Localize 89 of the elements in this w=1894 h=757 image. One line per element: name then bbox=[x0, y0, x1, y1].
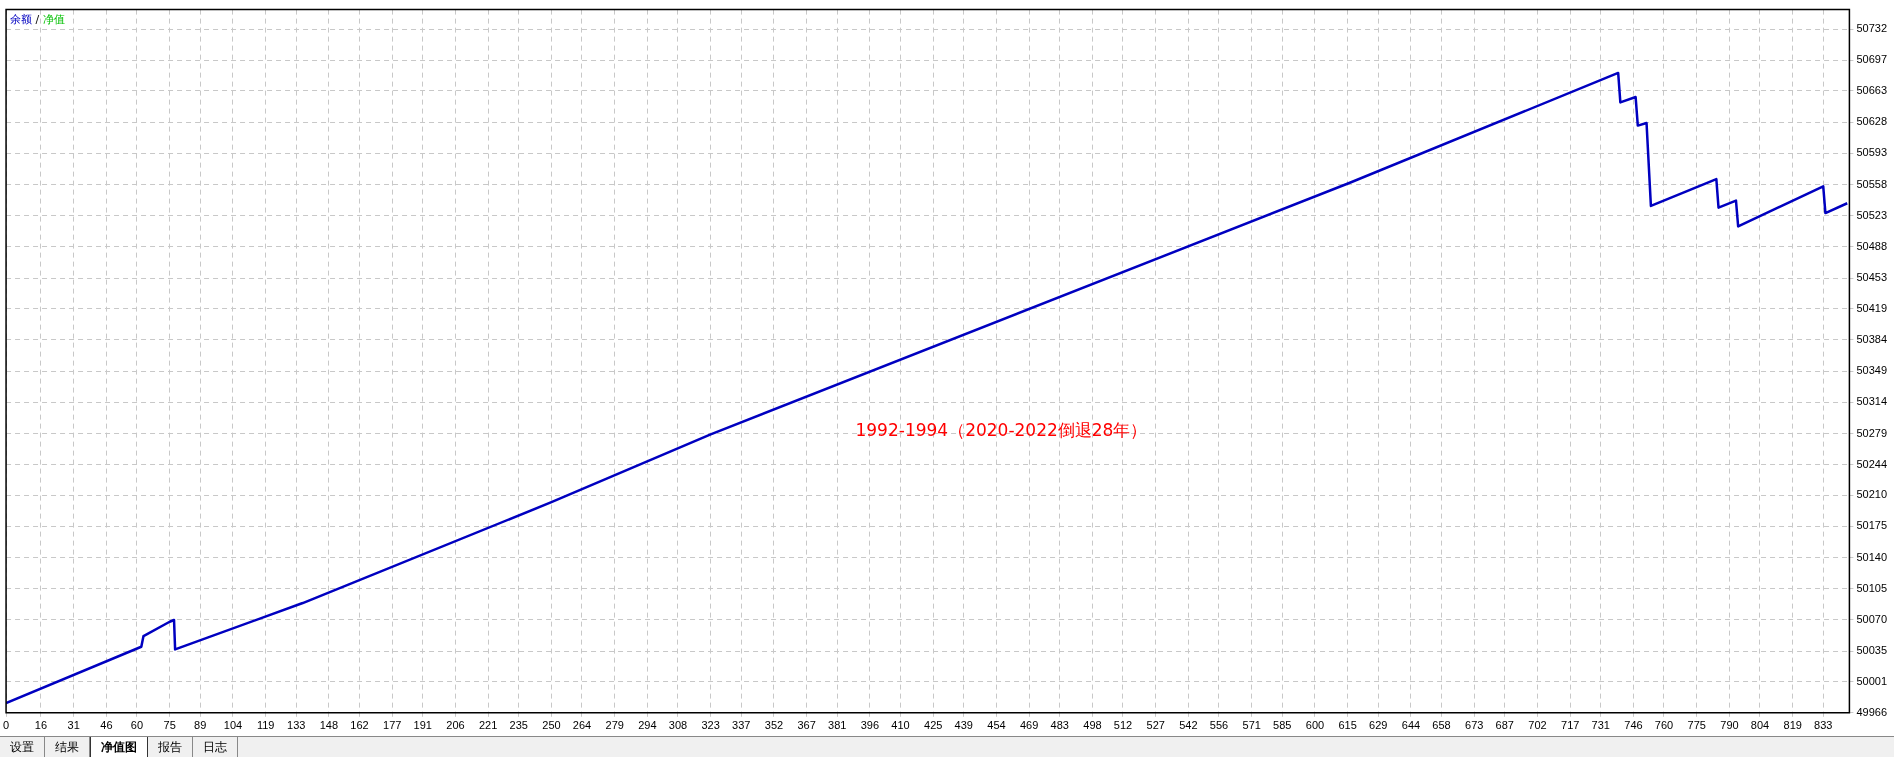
x-tick-label: 702 bbox=[1528, 719, 1547, 732]
x-tick-label: 104 bbox=[223, 719, 243, 732]
x-tick-label: 337 bbox=[732, 719, 751, 732]
x-tick-label: 542 bbox=[1179, 719, 1198, 732]
x-tick-label: 717 bbox=[1561, 719, 1580, 732]
x-tick-label: 644 bbox=[1401, 719, 1421, 732]
x-tick-label: 673 bbox=[1465, 719, 1484, 732]
y-tick-label: 50070 bbox=[1856, 613, 1888, 626]
y-tick-label: 49966 bbox=[1856, 705, 1888, 718]
x-tick-label: 148 bbox=[319, 719, 339, 732]
y-tick-label: 50732 bbox=[1856, 22, 1888, 35]
x-tick-label: 294 bbox=[638, 719, 657, 732]
x-tick-label: 308 bbox=[668, 719, 688, 732]
text: 日志 bbox=[193, 737, 238, 757]
x-tick-label: 658 bbox=[1432, 719, 1451, 732]
x-tick-label: 819 bbox=[1783, 719, 1802, 732]
x-tick-label: 410 bbox=[891, 719, 910, 732]
x-tick-label: 498 bbox=[1083, 719, 1102, 732]
y-tick-label: 50558 bbox=[1856, 177, 1888, 190]
x-tick-label: 833 bbox=[1814, 719, 1833, 732]
x-tick-label: 367 bbox=[797, 719, 816, 732]
x-tick-label: 381 bbox=[828, 719, 847, 732]
x-tick-label: 75 bbox=[163, 719, 176, 732]
y-tick-label: 50523 bbox=[1856, 208, 1888, 221]
y-tick-label: 50593 bbox=[1856, 146, 1888, 159]
x-tick-label: 571 bbox=[1242, 719, 1261, 732]
x-tick-label: 279 bbox=[605, 719, 624, 732]
annotation: 1992-1994（2020-2022倒退28年） bbox=[855, 419, 1148, 440]
y-tick-label: 50453 bbox=[1856, 271, 1888, 284]
y-tick-label: 50488 bbox=[1856, 240, 1888, 253]
legend-title: / bbox=[32, 12, 43, 26]
x-tick-label: 0 bbox=[3, 719, 10, 732]
y-tick-label: 50349 bbox=[1856, 364, 1888, 377]
x-tick-label: 221 bbox=[478, 719, 498, 732]
x-tick-label: 31 bbox=[67, 719, 80, 732]
y-tick-label: 50663 bbox=[1856, 83, 1888, 96]
text: 报告 bbox=[148, 737, 193, 757]
x-tick-label: 323 bbox=[701, 719, 720, 732]
x-tick-label: 512 bbox=[1113, 719, 1133, 732]
x-tick-label: 600 bbox=[1305, 719, 1325, 732]
x-tick-label: 585 bbox=[1273, 719, 1292, 732]
x-tick-label: 760 bbox=[1654, 719, 1674, 732]
y-tick-label: 50175 bbox=[1856, 519, 1888, 532]
x-tick-label: 119 bbox=[256, 719, 275, 732]
x-tick-label: 396 bbox=[860, 719, 880, 732]
x-tick-label: 469 bbox=[1019, 719, 1039, 732]
y-tick-label: 50419 bbox=[1856, 301, 1888, 314]
y-tick-label: 50244 bbox=[1856, 457, 1888, 470]
x-tick-label: 527 bbox=[1146, 719, 1165, 732]
text: 余额 bbox=[10, 12, 33, 26]
x-tick-label: 133 bbox=[287, 719, 306, 732]
y-tick-label: 50628 bbox=[1856, 115, 1888, 128]
x-tick-label: 731 bbox=[1591, 719, 1610, 732]
x-tick-label: 556 bbox=[1209, 719, 1229, 732]
text: 设置 bbox=[0, 737, 45, 757]
x-tick-label: 191 bbox=[413, 719, 432, 732]
x-tick-label: 746 bbox=[1624, 719, 1643, 732]
legend-label: 净值 bbox=[42, 12, 65, 26]
x-tick-label: 483 bbox=[1050, 719, 1069, 732]
y-tick-label: 50279 bbox=[1856, 426, 1888, 439]
y-tick-label: 50384 bbox=[1856, 332, 1888, 345]
y-tick-label: 50105 bbox=[1856, 581, 1888, 594]
y-tick-label: 50001 bbox=[1856, 674, 1888, 687]
y-tick-label: 50697 bbox=[1856, 53, 1888, 66]
x-tick-label: 206 bbox=[446, 719, 465, 732]
x-tick-label: 177 bbox=[383, 719, 402, 732]
y-tick-label: 50314 bbox=[1856, 395, 1888, 408]
y-tick-label: 50210 bbox=[1856, 488, 1888, 501]
x-tick-label: 60 bbox=[130, 719, 144, 732]
x-tick-label: 439 bbox=[954, 719, 973, 732]
x-tick-label: 46 bbox=[100, 719, 113, 732]
y-tick-label: 50035 bbox=[1856, 644, 1888, 657]
x-tick-label: 264 bbox=[572, 719, 592, 732]
text: 结果 bbox=[45, 737, 90, 757]
x-tick-label: 425 bbox=[924, 719, 943, 732]
x-tick-label: 629 bbox=[1369, 719, 1388, 732]
x-tick-label: 250 bbox=[542, 719, 561, 732]
x-tick-label: 790 bbox=[1720, 719, 1739, 732]
x-tick-label: 804 bbox=[1750, 719, 1770, 732]
x-tick-label: 687 bbox=[1495, 719, 1514, 732]
x-tick-label: 775 bbox=[1687, 719, 1706, 732]
x-tick-label: 615 bbox=[1338, 719, 1357, 732]
x-tick-label: 162 bbox=[350, 719, 369, 732]
x-tick-label: 454 bbox=[987, 719, 1006, 732]
y-tick-label: 50140 bbox=[1856, 550, 1888, 563]
x-tick-label: 235 bbox=[509, 719, 528, 732]
x-tick-label: 89 bbox=[194, 719, 207, 732]
x-tick-label: 352 bbox=[764, 719, 784, 732]
x-tick-label: 16 bbox=[34, 719, 48, 732]
